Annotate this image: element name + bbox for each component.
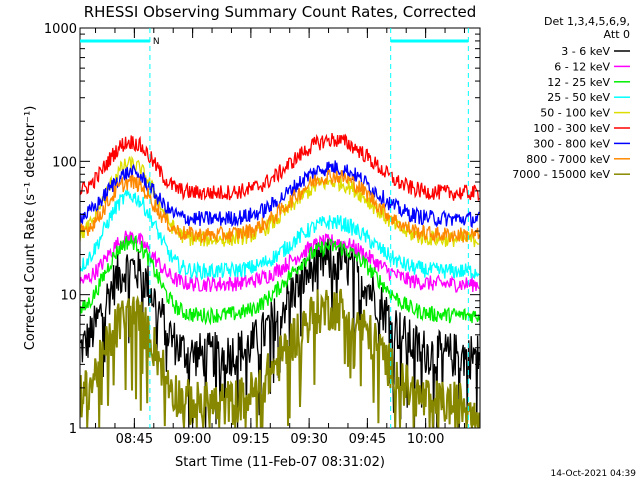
y-tick-label: 10	[60, 289, 77, 304]
legend-label: 7000 - 15000 keV	[512, 168, 610, 181]
legend-label: 12 - 25 keV	[547, 76, 610, 89]
series-line	[80, 230, 480, 293]
series-line	[80, 132, 480, 202]
y-axis-label: Corrected Count Rate (s⁻¹ detector⁻¹)	[23, 106, 38, 351]
series-line	[80, 188, 480, 281]
legend-label: 6 - 12 keV	[554, 60, 610, 73]
x-tick-label: 09:30	[290, 432, 327, 447]
legend-header: Att 0	[604, 28, 630, 41]
y-tick-label: 1	[69, 422, 77, 437]
series-line	[80, 168, 480, 244]
chart-title: RHESSI Observing Summary Count Rates, Co…	[84, 3, 477, 21]
legend-label: 800 - 7000 keV	[526, 153, 610, 166]
legend-label: 3 - 6 keV	[561, 45, 610, 58]
legend-label: 50 - 100 keV	[540, 107, 610, 120]
x-tick-label: 09:00	[174, 432, 211, 447]
flag-label: N	[153, 37, 160, 47]
plot-frame	[79, 27, 481, 429]
x-tick-label: 08:45	[116, 432, 153, 447]
legend-label: 300 - 800 keV	[533, 137, 610, 150]
x-tick-label: 09:15	[232, 432, 269, 447]
legend-header: Det 1,3,4,5,6,9,	[544, 15, 630, 28]
legend: Det 1,3,4,5,6,9,Att 0 3 - 6 keV 6 - 12 keV…	[512, 15, 630, 181]
x-tick-label: 09:45	[349, 432, 386, 447]
y-tick-label: 1000	[44, 22, 77, 37]
legend-label: 25 - 50 keV	[547, 91, 610, 104]
y-tick-label: 100	[52, 155, 77, 170]
x-tick-label: 10:00	[407, 432, 444, 447]
series-line	[80, 234, 480, 326]
footer-timestamp: 14-Oct-2021 04:39	[551, 469, 637, 479]
series-line	[80, 288, 480, 428]
x-axis-label: Start Time (11-Feb-07 08:31:02)	[175, 455, 385, 470]
legend-label: 100 - 300 keV	[533, 122, 610, 135]
